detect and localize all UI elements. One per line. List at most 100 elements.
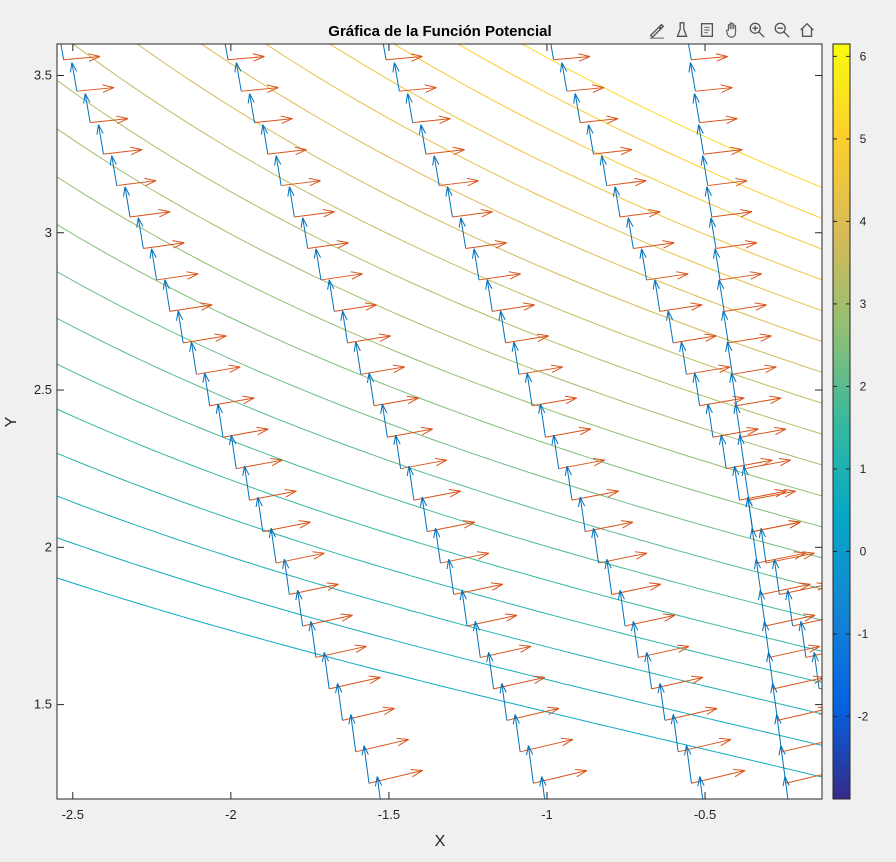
blue-quiver-arrow	[696, 124, 705, 155]
blue-quiver-arrow	[393, 434, 402, 469]
blue-quiver-arrow	[374, 776, 383, 799]
blue-quiver-arrow	[202, 372, 211, 406]
blue-quiver-arrow	[865, 777, 872, 815]
y-tick-label: 1.5	[34, 697, 52, 712]
orange-quiver-arrow	[103, 146, 143, 156]
orange-quiver-arrow	[633, 240, 675, 249]
blue-quiver-arrow	[564, 465, 573, 501]
contour-line	[200, 44, 822, 342]
orange-quiver-arrow	[412, 115, 451, 125]
blue-quiver-arrow	[737, 434, 746, 469]
edit-plot-icon[interactable]	[646, 19, 668, 41]
orange-quiver-arrow	[777, 706, 822, 721]
blue-quiver-arrow	[586, 124, 594, 155]
pan-icon[interactable]	[721, 19, 743, 41]
contour-line	[393, 44, 822, 250]
y-tick-label: 2.5	[34, 382, 52, 397]
blue-quiver-arrow	[749, 527, 758, 564]
zoom-out-icon[interactable]	[771, 19, 793, 41]
blue-quiver-arrow	[485, 279, 493, 312]
plot-frame	[56, 43, 823, 800]
orange-quiver-arrow	[781, 741, 822, 753]
zoom-in-icon[interactable]	[746, 19, 768, 41]
orange-quiver-arrow	[646, 271, 689, 281]
blue-quiver-arrow	[577, 496, 586, 532]
contour-line	[57, 577, 822, 778]
blue-quiver-arrow	[511, 341, 520, 375]
blue-quiver-arrow	[406, 465, 415, 501]
x-axis: -2.5 -2 -1.5 -1 -0.5	[62, 44, 716, 822]
orange-quiver-arrow	[695, 84, 733, 93]
colorbar-tick-label: 2	[860, 379, 867, 393]
orange-quiver-arrow	[50, 23, 86, 31]
colorbar-tick-label: -2	[858, 709, 869, 723]
blue-quiver-arrow	[419, 496, 428, 532]
x-tick-label: -0.5	[694, 807, 716, 822]
orange-quiver-arrow	[241, 84, 279, 93]
blue-quiver-arrow	[136, 217, 144, 249]
orange-quiver-arrow	[347, 333, 391, 344]
blue-quiver-arrow	[741, 465, 750, 501]
blue-quiver-arrow	[721, 310, 729, 343]
blue-quiver-arrow	[392, 62, 400, 92]
orange-quiver-arrow	[659, 302, 703, 312]
orange-quiver-arrow	[143, 240, 185, 249]
home-icon[interactable]	[796, 19, 818, 41]
blue-quiver-arrow	[432, 155, 440, 186]
blue-quiver-arrow	[599, 155, 608, 186]
blue-quiver-arrow	[604, 559, 613, 595]
orange-quiver-arrow	[478, 271, 521, 281]
blue-quiver-arrow	[770, 683, 779, 721]
contour-line	[457, 44, 822, 219]
blue-quiver-arrow	[366, 372, 375, 406]
orange-quiver-arrow	[452, 208, 493, 218]
orange-quiver-arrow	[736, 395, 782, 407]
data-tips-icon[interactable]	[696, 19, 718, 41]
blue-quiver-arrow	[644, 652, 653, 689]
y-axis: 1.5 2 2.5 3 3.5	[34, 67, 822, 712]
colorbar-tick-label: -1	[858, 627, 869, 641]
y-tick-label: 3	[45, 225, 52, 240]
orange-quiver-arrow	[740, 426, 787, 438]
blue-quiver-arrow	[811, 652, 820, 689]
colorbar-ticks: -2 -1 0 1 2 3 4 5 6	[833, 49, 869, 723]
orange-quiver-arrow	[545, 426, 592, 438]
blue-quiver-arrow	[486, 652, 495, 689]
orange-quiver-arrow	[129, 208, 171, 218]
blue-quiver-arrow	[348, 714, 357, 752]
blue-quiver-arrow	[215, 403, 224, 438]
blue-quiver-arrow	[631, 621, 639, 658]
blue-quiver-arrow	[626, 217, 634, 249]
orange-quiver-arrow	[307, 240, 349, 249]
blue-quiver-arrow	[471, 248, 480, 281]
orange-quiver-arrow	[752, 520, 801, 533]
blue-quiver-arrow	[380, 403, 388, 438]
blue-quiver-arrow	[418, 124, 427, 155]
orange-quiver-arrow	[334, 302, 377, 312]
blue-quiver-arrow	[782, 776, 790, 799]
brush-icon[interactable]	[671, 19, 693, 41]
orange-quiver-arrow	[580, 115, 619, 125]
contour-line	[264, 44, 822, 312]
colorbar-tick-label: 5	[860, 132, 867, 146]
orange-quiver-arrow	[711, 208, 753, 218]
orange-quiver-arrow	[790, 801, 844, 815]
blue-quiver-arrow	[445, 186, 453, 218]
blue-quiver-arrow	[149, 248, 158, 281]
orange-quiver-arrow	[724, 302, 767, 312]
blue-quiver-arrow	[670, 714, 679, 752]
orange-quiver-arrow	[748, 489, 796, 501]
blue-quiver-arrow	[282, 559, 290, 595]
blue-quiver-arrow	[260, 124, 269, 155]
orange-quiver-arrow	[386, 53, 423, 62]
orange-quiver-arrow	[785, 774, 822, 784]
contour-line	[57, 408, 822, 652]
orange-quiver-arrow	[732, 364, 777, 375]
blue-quiver-arrow	[83, 93, 91, 123]
blue-quiver-arrow	[295, 590, 304, 627]
blue-quiver-arrow	[308, 621, 317, 658]
orange-quiver-arrow	[707, 177, 748, 187]
orange-quiver-arrow	[215, 23, 251, 31]
blue-quiver-arrow	[719, 434, 727, 469]
blue-quiver-arrow	[526, 745, 534, 784]
